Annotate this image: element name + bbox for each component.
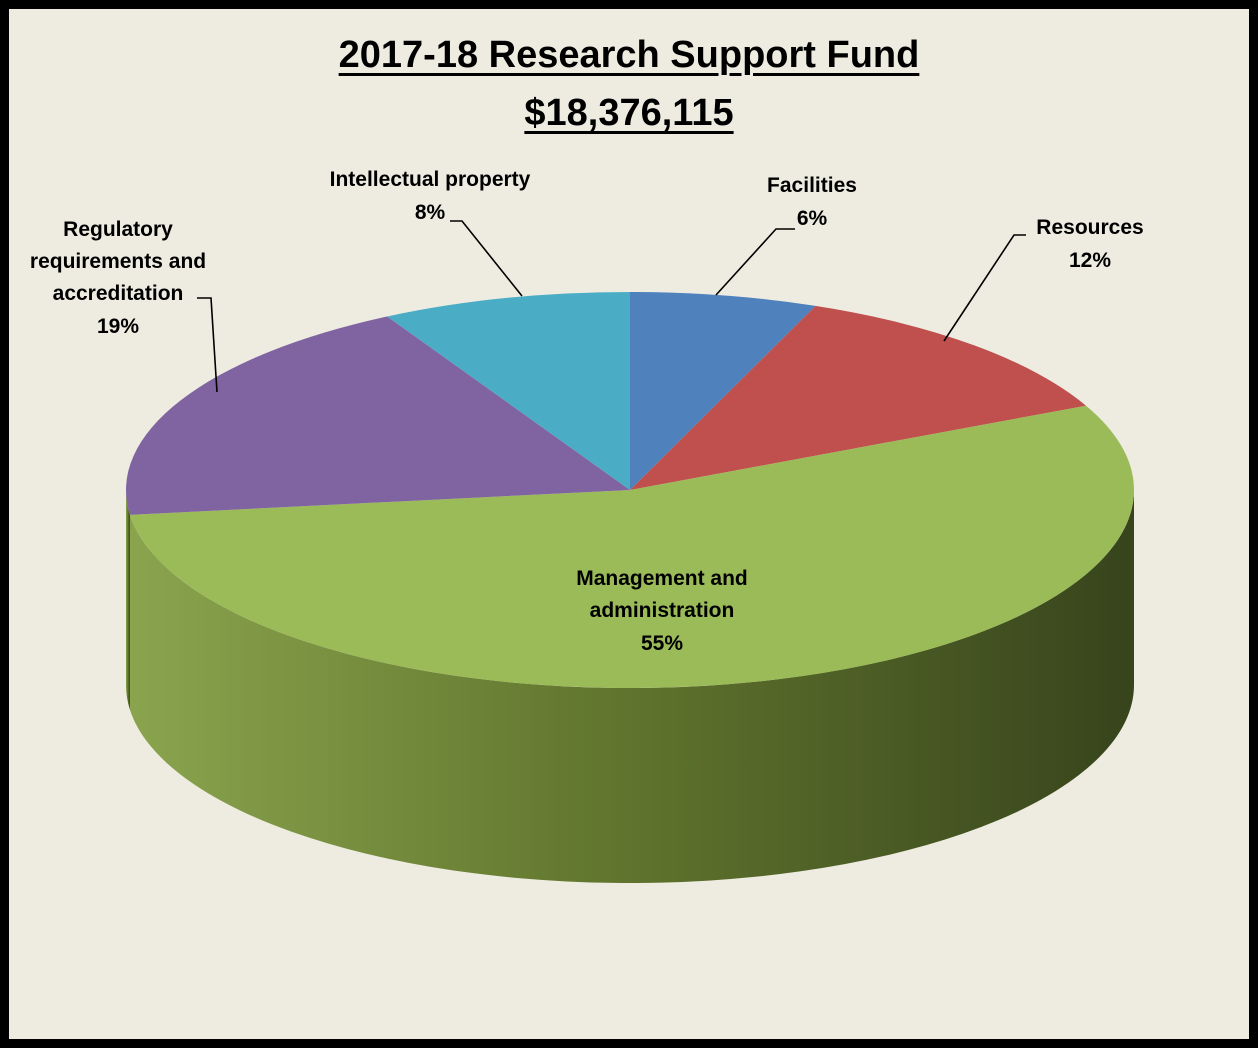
chart-title: 2017-18 Research Support Fund (338, 34, 920, 76)
data-label-management-and-administration: Management and (576, 567, 748, 590)
data-label-management-and-administration: administration (590, 599, 735, 622)
data-label-facilities: Facilities (767, 174, 857, 197)
leader-line-facilities (715, 228, 795, 296)
pie-slice-intellectual-property (387, 292, 630, 490)
leader-line-intellectual-property (450, 220, 523, 297)
data-label-intellectual-property: Intellectual property (330, 168, 531, 191)
data-label-regulatory-requirements: Regulatory (63, 218, 173, 241)
pie-side-management-and-administration (129, 490, 1135, 884)
pie-slice-facilities (630, 292, 816, 490)
data-label-percent-regulatory-requirements: 19% (97, 315, 139, 338)
data-label-regulatory-requirements: accreditation (53, 282, 184, 305)
pie-slice-management-and-administration (129, 405, 1135, 688)
data-label-regulatory-requirements: requirements and (30, 250, 206, 273)
pie-slice-regulatory-requirements (126, 316, 630, 515)
pie-slice-resources (630, 305, 1087, 490)
data-label-percent-management-and-administration: 55% (641, 632, 683, 655)
pie-side-regulatory-requirements (126, 490, 130, 710)
data-label-resources: Resources (1036, 216, 1143, 239)
data-label-percent-intellectual-property: 8% (415, 201, 446, 224)
leader-line-resources (943, 234, 1026, 342)
leader-line-regulatory-requirements (197, 297, 218, 393)
data-label-percent-facilities: 6% (797, 207, 828, 230)
chart-subtitle: $18,376,115 (524, 92, 734, 134)
data-label-percent-resources: 12% (1069, 249, 1111, 272)
